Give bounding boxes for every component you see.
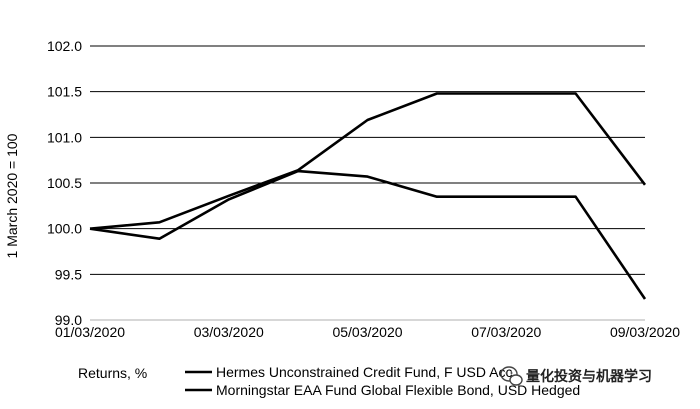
x-tick-labels: 01/03/2020 03/03/2020 05/03/2020 07/03/2020… xyxy=(55,324,680,340)
y-tick-label: 102.0 xyxy=(47,38,82,54)
gridlines xyxy=(90,45,645,321)
y-tick-labels: 102.0 101.5 101.0 100.5 100.0 99.5 99.0 xyxy=(47,38,82,328)
x-tick-label: 01/03/2020 xyxy=(55,324,125,340)
y-axis-label: 1 March 2020 = 100 xyxy=(4,133,20,258)
legend-entry: Hermes Unconstrained Credit Fund, F USD … xyxy=(216,364,512,380)
legend-prefix: Returns, % xyxy=(78,365,147,381)
legend-entry: Morningstar EAA Fund Global Flexible Bon… xyxy=(216,382,580,398)
y-tick-label: 101.0 xyxy=(47,129,82,145)
x-tick-label: 03/03/2020 xyxy=(194,324,264,340)
y-tick-label: 100.0 xyxy=(47,221,82,237)
y-tick-label: 99.5 xyxy=(55,266,82,282)
series-line-2 xyxy=(89,169,647,300)
x-tick-label: 05/03/2020 xyxy=(332,324,402,340)
x-tick-label: 07/03/2020 xyxy=(471,324,541,340)
y-tick-label: 100.5 xyxy=(47,175,82,191)
y-tick-label: 101.5 xyxy=(47,84,82,100)
legend: Returns, % Hermes Unconstrained Credit F… xyxy=(78,364,580,398)
x-tick-label: 09/03/2020 xyxy=(610,324,680,340)
series-line-1 xyxy=(89,92,647,230)
watermark-text: 量化投资与机器学习 xyxy=(526,368,652,384)
wechat-icon xyxy=(500,366,523,386)
watermark: 量化投资与机器学习 xyxy=(500,366,652,386)
series-lines xyxy=(89,92,647,300)
y-tick-label: 99.0 xyxy=(55,312,82,328)
